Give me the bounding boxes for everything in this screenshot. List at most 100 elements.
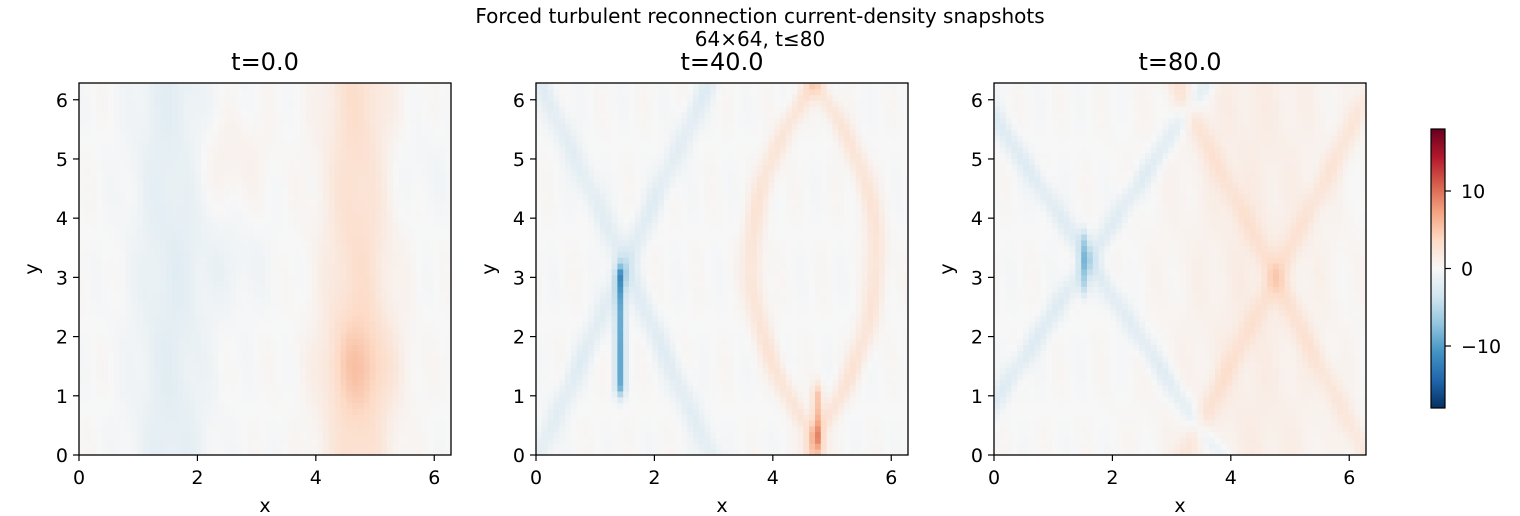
heatmap-cell	[428, 100, 434, 106]
heatmap-cell	[131, 286, 137, 292]
heatmap-cell	[253, 327, 259, 333]
heatmap-cell	[282, 211, 288, 217]
heatmap-cell	[282, 362, 288, 368]
heatmap-cell	[335, 269, 341, 275]
heatmap-cell	[102, 356, 108, 362]
heatmap-cell	[434, 176, 440, 182]
heatmap-cell	[155, 112, 161, 118]
heatmap-cell	[352, 438, 358, 444]
heatmap-cell	[387, 321, 393, 327]
heatmap-cell	[393, 199, 399, 205]
heatmap-cell	[405, 130, 411, 136]
heatmap-cell	[201, 95, 207, 101]
heatmap-cell	[623, 414, 629, 420]
heatmap-cell	[259, 112, 265, 118]
heatmap-cell	[126, 333, 132, 339]
heatmap-cell	[577, 397, 583, 403]
heatmap-cell	[201, 339, 207, 345]
heatmap-cell	[184, 316, 190, 322]
heatmap-cell	[114, 124, 120, 130]
heatmap-cell	[312, 379, 318, 385]
heatmap-cell	[184, 153, 190, 159]
heatmap-cell	[149, 234, 155, 240]
heatmap-cell	[253, 443, 259, 449]
heatmap-cell	[346, 281, 352, 287]
heatmap-cell	[242, 362, 248, 368]
heatmap-cell	[323, 420, 329, 426]
heatmap-cell	[143, 362, 149, 368]
heatmap-cell	[629, 426, 635, 432]
heatmap-cell	[230, 176, 236, 182]
heatmap-cell	[422, 310, 428, 316]
heatmap-cell	[716, 438, 722, 444]
heatmap-cell	[79, 327, 85, 333]
heatmap-cell	[439, 211, 445, 217]
heatmap-cell	[329, 234, 335, 240]
heatmap-cell	[271, 228, 277, 234]
heatmap-cell	[79, 356, 85, 362]
heatmap-cell	[422, 438, 428, 444]
heatmap-cell	[687, 443, 693, 449]
heatmap-cell	[137, 362, 143, 368]
heatmap-cell	[207, 292, 213, 298]
heatmap-cell	[108, 124, 114, 130]
heatmap-cell	[282, 95, 288, 101]
heatmap-cell	[629, 420, 635, 426]
heatmap-cell	[317, 374, 323, 380]
heatmap-cell	[536, 443, 542, 449]
heatmap-cell	[734, 443, 740, 449]
heatmap-cell	[149, 240, 155, 246]
heatmap-cell	[155, 228, 161, 234]
heatmap-cell	[282, 345, 288, 351]
heatmap-cell	[160, 374, 166, 380]
heatmap-cell	[108, 409, 114, 415]
heatmap-cell	[606, 420, 612, 426]
heatmap-cell	[734, 397, 740, 403]
heatmap-cell	[120, 106, 126, 112]
heatmap-cell	[428, 438, 434, 444]
heatmap-cell	[565, 438, 571, 444]
heatmap-cell	[242, 379, 248, 385]
heatmap-cell	[236, 124, 242, 130]
heatmap-cell	[757, 426, 763, 432]
heatmap-cell	[588, 414, 594, 420]
heatmap-cell	[393, 298, 399, 304]
heatmap-cell	[265, 304, 271, 310]
heatmap-cell	[184, 228, 190, 234]
heatmap-cell	[265, 83, 271, 89]
heatmap-cell	[189, 397, 195, 403]
heatmap-cell	[155, 141, 161, 147]
heatmap-cell	[862, 432, 868, 438]
heatmap-cell	[207, 432, 213, 438]
heatmap-cell	[96, 304, 102, 310]
heatmap-cell	[658, 420, 664, 426]
heatmap-cell	[108, 443, 114, 449]
heatmap-cell	[734, 409, 740, 415]
heatmap-cell	[370, 426, 376, 432]
heatmap-cell	[288, 379, 294, 385]
heatmap-cell	[114, 182, 120, 188]
heatmap-cell	[137, 106, 143, 112]
heatmap-cell	[195, 420, 201, 426]
heatmap-cell	[399, 188, 405, 194]
heatmap-cell	[879, 397, 885, 403]
heatmap-cell	[346, 385, 352, 391]
heatmap-cell	[381, 164, 387, 170]
heatmap-cell	[434, 217, 440, 223]
heatmap-cell	[114, 205, 120, 211]
y-tick-label: 0	[56, 445, 68, 467]
heatmap-cell	[143, 159, 149, 165]
heatmap-cell	[155, 246, 161, 252]
heatmap-cell	[108, 234, 114, 240]
heatmap-cell	[428, 362, 434, 368]
heatmap-cell	[341, 333, 347, 339]
heatmap-cell	[160, 199, 166, 205]
heatmap-cell	[253, 310, 259, 316]
heatmap-cell	[259, 391, 265, 397]
heatmap-cell	[405, 391, 411, 397]
heatmap-cell	[387, 188, 393, 194]
heatmap-cell	[769, 420, 775, 426]
heatmap-cell	[242, 252, 248, 258]
heatmap-cell	[294, 170, 300, 176]
heatmap-cell	[108, 374, 114, 380]
